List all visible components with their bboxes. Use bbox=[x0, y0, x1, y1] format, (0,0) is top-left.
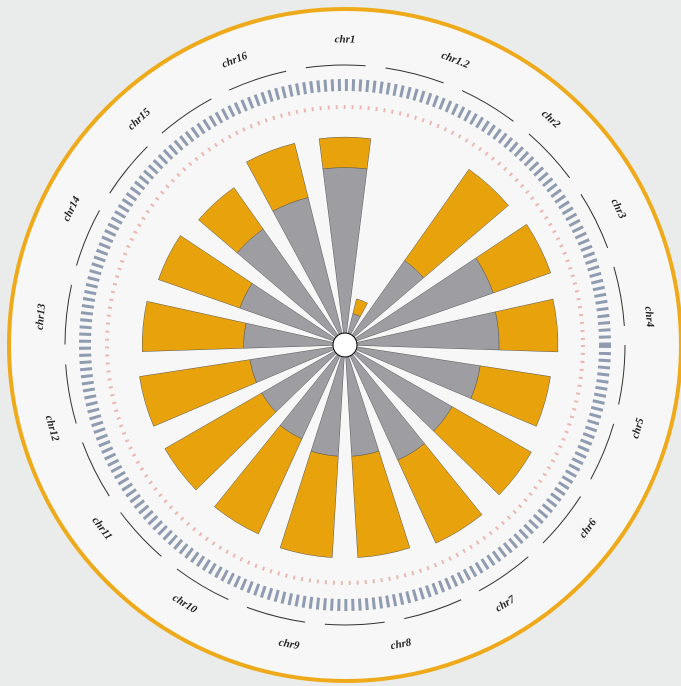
sector-label: chr13 bbox=[34, 303, 48, 331]
bar-segment bbox=[319, 137, 371, 169]
page: {"chart_data": {"type": "radial-stacked-… bbox=[0, 0, 681, 686]
sector-label: chr4 bbox=[642, 306, 656, 328]
chart: chr1chr1.2chr2chr3chr4chr5chr6chr7chr8ch… bbox=[0, 0, 681, 686]
sector-label: chr1 bbox=[335, 34, 356, 46]
center-hole bbox=[333, 333, 357, 357]
